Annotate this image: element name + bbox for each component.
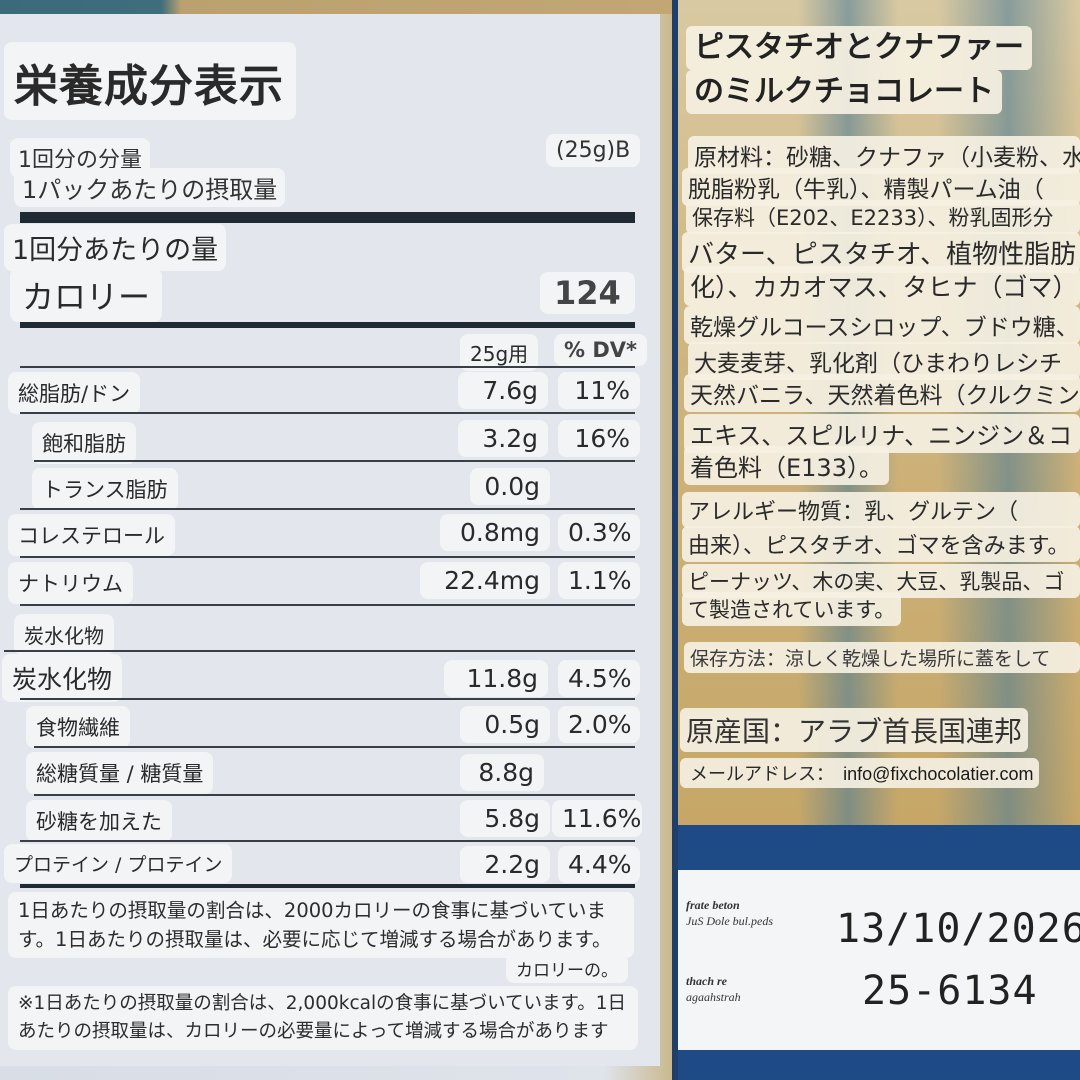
ingredients-line: 保存料（E202、E2233）、粉乳固形分 xyxy=(686,200,1080,234)
package-edge xyxy=(0,0,672,14)
nutrient-amount-dietary-fiber: 0.5g xyxy=(460,706,550,743)
divider-thick xyxy=(20,212,635,223)
serving-size-value: (25g)B xyxy=(546,134,641,167)
divider xyxy=(20,556,635,558)
nutrient-amount-carbohydrate: 11.8g xyxy=(444,660,548,697)
nutrient-amount-total-fat: 7.6g xyxy=(458,372,548,409)
divider xyxy=(34,460,635,462)
stamp-label: JuS Dole bul.peds xyxy=(686,914,773,928)
pack-intake-label: 1パックあたりの摂取量 xyxy=(14,168,286,207)
divider xyxy=(20,698,635,700)
nutrient-amount-sodium: 22.4mg xyxy=(420,562,550,599)
per-serving-heading: 1回分あたりの量 xyxy=(4,224,227,271)
ingredients-line: 脱脂粉乳（牛乳）、精製パーム油（ xyxy=(682,168,1080,206)
allergens-line: アレルギー物質：乳、グルテン（ xyxy=(682,492,1080,528)
footnote-tail: カロリーの。 xyxy=(506,954,628,983)
divider-medium xyxy=(20,322,635,328)
nutrient-amount-cholesterol: 0.8mg xyxy=(440,514,550,551)
stamp-label: frate beton xyxy=(686,898,740,912)
nutrient-amount-trans-fat: 0.0g xyxy=(470,468,550,505)
nutrient-label-carbohydrate: 炭水化物 xyxy=(2,654,123,702)
expiry-date: 13/10/2026 xyxy=(836,906,1080,952)
ingredients-line: 着色料（E133）。 xyxy=(684,446,889,485)
nutrient-dv-sodium: 1.1% xyxy=(558,562,640,599)
email-label: メールアドレス： xyxy=(690,764,834,785)
nutrient-label-cholesterol: コレステロール xyxy=(8,514,175,556)
stamp-label: agaahstrah xyxy=(686,990,741,1004)
divider-medium xyxy=(20,884,635,888)
facility-warning-line: て製造されています。 xyxy=(682,592,902,626)
nutrient-dv-saturated-fat: 16% xyxy=(558,420,640,457)
footnote-kcal: ※1日あたりの摂取量の割合は、2,000kcalの食事に基づいています。1日あた… xyxy=(8,986,638,1050)
divider xyxy=(20,508,635,510)
nutrient-label-saturated-fat: 飽和脂肪 xyxy=(32,422,136,464)
divider xyxy=(34,794,635,796)
nutrient-label-protein: プロテイン / プロテイン xyxy=(4,844,233,883)
divider xyxy=(20,412,635,414)
nutrient-dv-total-fat: 11% xyxy=(558,372,640,409)
allergens-line: 由来）、ピスタチオ、ゴマを含みます。 xyxy=(682,526,1080,562)
nutrient-amount-saturated-fat: 3.2g xyxy=(458,420,548,457)
nutrient-label-carb-heading: 炭水化物 xyxy=(14,614,114,655)
nutrient-label-added-sugars: 砂糖を加えた xyxy=(26,800,172,842)
nutrient-label-total-sugars: 総糖質量 / 糖質量 xyxy=(26,752,214,794)
divider xyxy=(20,840,635,842)
divider xyxy=(20,366,635,368)
product-title-line2: のミルクチョコレート xyxy=(686,70,1002,114)
ingredients-line: 原材料：砂糖、クナファ（小麦粉、水、 xyxy=(688,136,1080,174)
ingredients-line: 天然バニラ、天然着色料（クルクミン（ xyxy=(684,374,1080,412)
column-dv-header: % DV* xyxy=(554,334,648,366)
country-of-origin: 原産国：アラブ首長国連邦 xyxy=(680,708,1029,752)
stamp-label: thach re xyxy=(686,974,728,988)
package-blue-band xyxy=(678,825,1080,870)
storage-instructions: 保存方法：涼しく乾燥した場所に蓋をして xyxy=(684,642,1080,673)
nutrient-label-sodium: ナトリウム xyxy=(8,562,133,604)
nutrient-label-dietary-fiber: 食物繊維 xyxy=(26,706,130,748)
nutrient-dv-carbohydrate: 4.5% xyxy=(558,660,640,697)
nutrient-dv-protein: 4.4% xyxy=(558,846,640,883)
nutrient-dv-dietary-fiber: 2.0% xyxy=(558,706,640,743)
nutrient-dv-added-sugars: 11.6% xyxy=(552,800,642,837)
calories-label: カロリー xyxy=(10,268,163,322)
nutrient-amount-protein: 2.2g xyxy=(460,846,550,883)
nutrition-label-photo: 栄養成分表示 1回分の分量 (25g)B 1パックあたりの摂取量 1回分あたりの… xyxy=(0,0,672,1080)
color-stripe xyxy=(938,0,1078,825)
product-title-line1: ピスタチオとクナファー xyxy=(686,26,1032,70)
ingredients-line: 大麦麦芽、乳化剤（ひまわりレシチ xyxy=(688,342,1080,380)
color-stripe xyxy=(798,0,898,825)
nutrient-label-total-fat: 総脂肪/ドン xyxy=(8,372,141,414)
ingredients-line: 乾燥グルコースシロップ、ブドウ糖、 xyxy=(684,306,1080,344)
divider xyxy=(20,604,635,606)
package-blue-band xyxy=(678,1050,1080,1080)
email-address: info@fixchocolatier.com xyxy=(843,764,1034,784)
nutrient-label-trans-fat: トランス脂肪 xyxy=(32,468,178,510)
calories-value: 124 xyxy=(540,272,635,314)
nutrition-title: 栄養成分表示 xyxy=(4,42,296,120)
divider xyxy=(4,650,635,652)
column-amount-header: 25g用 xyxy=(460,334,539,371)
nutrient-amount-total-sugars: 8.8g xyxy=(460,754,544,791)
ingredients-label-photo: ピスタチオとクナファー のミルクチョコレート 原材料：砂糖、クナファ（小麦粉、水… xyxy=(678,0,1080,825)
ingredients-line: 化）、カカオマス、タヒナ（ゴマ） xyxy=(684,266,1080,306)
nutrient-amount-added-sugars: 5.8g xyxy=(460,800,550,837)
date-stamp-panel: frate beton JuS Dole bul.peds thach re a… xyxy=(678,870,1080,1050)
contact-email-row: メールアドレス： info@fixchocolatier.com xyxy=(680,758,1040,788)
divider xyxy=(34,746,635,748)
nutrient-dv-cholesterol: 0.3% xyxy=(558,514,640,551)
lot-number: 25-6134 xyxy=(862,968,1038,1014)
footnote-daily-value: 1日あたりの摂取量の割合は、2000カロリーの食事に基づいています。1日あたりの… xyxy=(8,892,634,958)
